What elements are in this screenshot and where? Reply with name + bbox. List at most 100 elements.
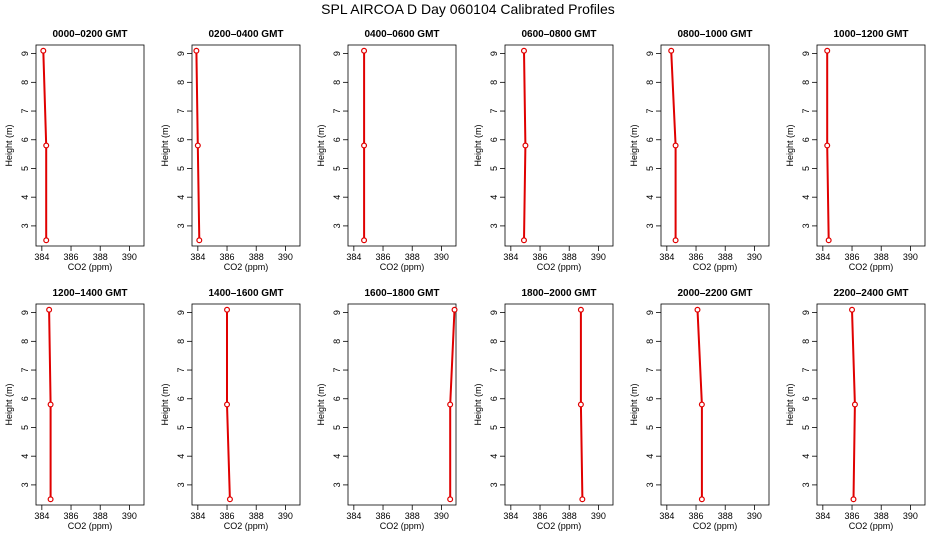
plot-frame (504, 303, 614, 506)
x-tick-label: 384 (190, 511, 205, 521)
y-tick-label: 4 (176, 454, 186, 459)
x-tick-label: 386 (689, 252, 704, 262)
y-tick-label: 9 (645, 51, 655, 56)
y-axis-label: Height (m) (4, 124, 14, 166)
y-tick-label: 4 (20, 195, 30, 200)
x-tick-label: 384 (815, 252, 830, 262)
y-tick-label: 5 (332, 166, 342, 171)
panel-2: 0200–0400 GMT 384 386 388 390 3 4 5 6 7 8 9 CO2 (ppm… (160, 29, 301, 272)
x-tick-label: 388 (718, 511, 733, 521)
y-tick-label: 3 (801, 223, 811, 228)
y-tick-label: 3 (489, 482, 499, 487)
y-tick-label: 3 (20, 223, 30, 228)
data-point (193, 47, 200, 54)
y-tick-label: 6 (176, 137, 186, 142)
y-tick-label: 8 (20, 339, 30, 344)
panel-7: 1200–1400 GMT 384 386 388 390 3 4 5 6 7 8 9 CO2 (ppm… (4, 288, 145, 531)
y-tick-label: 4 (332, 195, 342, 200)
panel-3: 0400–0600 GMT 384 386 388 390 3 4 5 6 7 8 9 CO2 (ppm… (316, 29, 457, 272)
x-axis-label: CO2 (ppm) (537, 262, 582, 272)
y-tick-label: 8 (176, 80, 186, 85)
x-tick-label: 390 (591, 511, 606, 521)
y-tick-label: 6 (489, 396, 499, 401)
panel-12: 2200–2400 GMT 384 386 388 390 3 4 5 6 7 8 9 CO2 (ppm… (785, 288, 926, 531)
panel-11: 2000–2200 GMT 384 386 388 390 3 4 5 6 7 8 9 CO2 (ppm… (629, 288, 770, 531)
x-axis-label: CO2 (ppm) (380, 262, 425, 272)
data-point (361, 237, 368, 244)
x-tick-label: 384 (346, 511, 361, 521)
x-tick-label: 388 (405, 252, 420, 262)
data-point (43, 142, 50, 149)
panel-4: 0600–0800 GMT 384 386 388 390 3 4 5 6 7 8 9 CO2 (ppm… (473, 29, 614, 272)
data-point (447, 496, 454, 503)
x-tick-label: 386 (689, 511, 704, 521)
y-tick-label: 6 (645, 137, 655, 142)
y-tick-label: 9 (332, 310, 342, 315)
y-tick-label: 3 (176, 223, 186, 228)
plot-frame (816, 303, 926, 506)
data-point (824, 142, 831, 149)
panel-10: 1800–2000 GMT 384 386 388 390 3 4 5 6 7 8 9 CO2 (ppm… (473, 288, 614, 531)
panel-title: 2000–2200 GMT (677, 288, 752, 299)
y-tick-label: 3 (332, 223, 342, 228)
panel-title: 1800–2000 GMT (521, 288, 596, 299)
y-tick-label: 3 (645, 482, 655, 487)
data-point (672, 142, 679, 149)
x-tick-label: 390 (591, 252, 606, 262)
y-tick-label: 8 (489, 80, 499, 85)
data-point (851, 401, 858, 408)
data-point (226, 496, 233, 503)
y-tick-label: 8 (801, 80, 811, 85)
y-tick-label: 4 (489, 195, 499, 200)
panel-title: 0800–1000 GMT (677, 29, 752, 40)
y-axis-label: Height (m) (316, 383, 326, 425)
y-tick-label: 7 (20, 109, 30, 114)
y-tick-label: 8 (645, 339, 655, 344)
y-axis-label: Height (m) (316, 124, 326, 166)
y-tick-label: 9 (20, 51, 30, 56)
x-tick-label: 388 (718, 252, 733, 262)
x-tick-label: 390 (747, 511, 762, 521)
x-tick-label: 390 (747, 252, 762, 262)
data-point (46, 306, 53, 313)
plot-frame (816, 44, 926, 247)
panel-title: 0000–0200 GMT (52, 29, 127, 40)
panel-8: 1400–1600 GMT 384 386 388 390 3 4 5 6 7 8 9 CO2 (ppm… (160, 288, 301, 531)
x-tick-label: 388 (562, 511, 577, 521)
panel-1: 0000–0200 GMT 384 386 388 390 3 4 5 6 7 8 9 CO2 (ppm… (4, 29, 145, 272)
plot-frame (660, 44, 770, 247)
x-axis-label: CO2 (ppm) (849, 262, 894, 272)
x-axis-label: CO2 (ppm) (693, 262, 738, 272)
y-axis-label: Height (m) (473, 383, 483, 425)
panel-title: 1000–1200 GMT (833, 29, 908, 40)
plot-frame (660, 303, 770, 506)
data-point (361, 47, 368, 54)
x-tick-label: 386 (376, 252, 391, 262)
data-point (849, 306, 856, 313)
y-tick-label: 4 (489, 454, 499, 459)
y-tick-label: 8 (176, 339, 186, 344)
y-tick-label: 4 (801, 195, 811, 200)
x-tick-label: 390 (434, 511, 449, 521)
data-point (447, 401, 454, 408)
y-tick-label: 6 (20, 396, 30, 401)
panel-5: 0800–1000 GMT 384 386 388 390 3 4 5 6 7 8 9 CO2 (ppm… (629, 29, 770, 272)
y-tick-label: 9 (176, 310, 186, 315)
y-tick-label: 7 (801, 368, 811, 373)
panel-title: 0600–0800 GMT (521, 29, 596, 40)
y-tick-label: 8 (489, 339, 499, 344)
x-axis-label: CO2 (ppm) (68, 262, 113, 272)
y-tick-label: 6 (332, 396, 342, 401)
y-tick-label: 7 (645, 368, 655, 373)
x-tick-label: 386 (376, 511, 391, 521)
y-tick-label: 5 (176, 425, 186, 430)
panel-title: 0400–0600 GMT (364, 29, 439, 40)
y-tick-label: 8 (20, 80, 30, 85)
data-point (672, 237, 679, 244)
y-tick-label: 5 (645, 425, 655, 430)
y-tick-label: 3 (489, 223, 499, 228)
y-tick-label: 6 (645, 396, 655, 401)
y-tick-label: 7 (332, 109, 342, 114)
